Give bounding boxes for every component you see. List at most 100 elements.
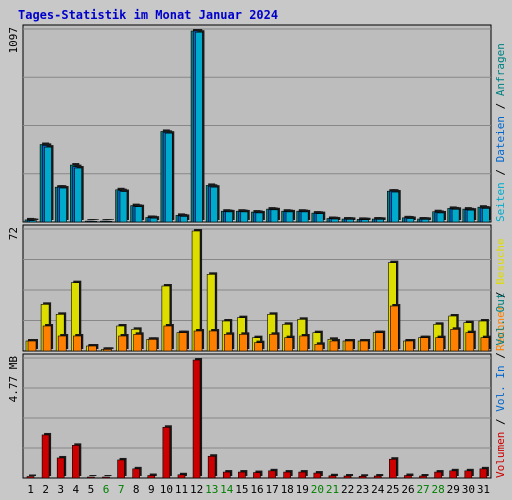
visits-bar-rechner-day-23	[359, 340, 369, 352]
requests-bar-seiten-day-21-shadow	[333, 217, 341, 220]
volume-bar-day-21-shadow	[330, 473, 338, 476]
visits-bar-rechner-day-21	[329, 340, 339, 352]
requests-bar-seiten-day-24	[376, 219, 384, 223]
requests-bar-seiten-day-8	[134, 206, 143, 223]
x-label-day-6: 6	[103, 483, 110, 496]
visits-bar-rechner-day-12	[193, 330, 203, 352]
visits-bar-rechner-day-27	[420, 337, 429, 352]
volume-ymax-label: 4.77 MB	[7, 356, 20, 403]
x-label-day-22: 22	[341, 483, 354, 496]
volume-bar-day-29	[449, 470, 458, 479]
volume-bar-day-10	[162, 426, 171, 479]
requests-ymax-label: 1097	[7, 27, 20, 54]
requests-bar-seiten-day-28	[436, 212, 445, 223]
requests-bar-seiten-day-17	[270, 209, 279, 223]
volume-bar-day-13	[207, 455, 216, 479]
volume-bar-day-25	[389, 458, 397, 479]
requests-bar-seiten-day-1	[29, 220, 37, 223]
visits-bar-rechner-day-11	[178, 332, 188, 352]
volume-bar-day-1	[26, 476, 35, 479]
visits-ymax-label: 72	[7, 227, 20, 240]
volume-bar-day-24-shadow	[376, 474, 384, 476]
visits-bar-rechner-day-7	[118, 335, 127, 352]
volume-bar-day-27	[419, 475, 427, 479]
visits-bar-rechner-day-31	[480, 337, 490, 352]
x-label-day-3: 3	[57, 483, 64, 496]
requests-bar-seiten-day-11	[180, 216, 188, 223]
requests-bar-seiten-day-1-shadow	[31, 218, 39, 220]
volume-bar-day-20	[313, 472, 322, 479]
x-axis-day-labels: 1 2 3 4 5 6 7 8 9 10 11 12 13 14 15 16 17 18 19 20 21 22 23 24 2…	[27, 483, 490, 496]
volume-bar-day-9-shadow	[149, 473, 157, 476]
volume-legend-vol-out: Vol. Out	[494, 293, 507, 346]
requests-bar-seiten-day-22	[346, 219, 354, 223]
volume-bar-day-26	[404, 475, 412, 479]
visits-bar-rechner-day-10	[163, 325, 173, 352]
requests-bar-seiten-day-27	[421, 219, 430, 223]
x-label-day-18: 18	[281, 483, 294, 496]
volume-bar-day-7	[117, 459, 125, 479]
volume-bar-day-28	[434, 471, 442, 479]
x-label-day-16: 16	[250, 483, 263, 496]
x-label-day-19: 19	[296, 483, 309, 496]
requests-legend-dateien: Dateien	[494, 116, 507, 162]
visits-bar-rechner-day-26	[405, 340, 414, 352]
volume-legend-vol-in: Vol. In	[494, 365, 507, 411]
volume-legend-separator: /	[494, 346, 507, 366]
volume-bar-day-27-shadow	[421, 474, 429, 476]
x-label-day-25: 25	[386, 483, 399, 496]
visits-bar-rechner-day-13	[208, 330, 218, 352]
requests-bar-seiten-day-14	[225, 211, 233, 223]
requests-bar-seiten-day-16	[255, 212, 264, 223]
visits-bar-rechner-day-29	[450, 329, 460, 352]
x-label-day-24: 24	[371, 483, 385, 496]
requests-legend-seiten: Seiten	[494, 182, 507, 222]
x-label-day-9: 9	[148, 483, 155, 496]
visits-bar-rechner-day-5	[88, 345, 97, 352]
visits-bar-rechner-day-16	[254, 342, 263, 352]
requests-bar-seiten-day-12	[195, 31, 203, 223]
requests-bar-seiten-day-4	[74, 167, 82, 223]
x-label-day-10: 10	[160, 483, 173, 496]
visits-bar-rechner-day-30	[465, 332, 475, 352]
requests-bar-seiten-day-19	[300, 211, 309, 223]
requests-bar-seiten-day-31	[482, 208, 490, 223]
x-label-day-4: 4	[73, 483, 80, 496]
volume-bar-day-31	[479, 468, 488, 479]
x-label-day-23: 23	[356, 483, 369, 496]
volume-bar-day-1-shadow	[29, 474, 36, 476]
volume-plot-area	[22, 353, 492, 479]
legends: Seiten / Dateien / Anfragen Rechner / Bes…	[494, 43, 507, 478]
visits-bar-rechner-day-8	[133, 334, 142, 352]
requests-bar-seiten-day-7	[119, 191, 128, 223]
volume-legend-separator: /	[494, 412, 507, 432]
volume-bar-day-11	[177, 474, 186, 479]
x-label-day-30: 30	[462, 483, 475, 496]
x-label-day-27: 27	[416, 483, 429, 496]
requests-bar-seiten-day-23-shadow	[363, 217, 371, 220]
x-label-day-20: 20	[311, 483, 324, 496]
x-label-day-21: 21	[326, 483, 339, 496]
volume-bar-day-23	[358, 475, 367, 479]
x-label-day-28: 28	[432, 483, 445, 496]
visits-bar-rechner-day-9	[148, 339, 158, 352]
visits-bar-rechner-day-24	[374, 332, 384, 352]
volume-bar-day-8	[132, 468, 140, 479]
requests-legend-separator: /	[494, 96, 507, 116]
volume-bar-day-21	[328, 475, 337, 479]
volume-bar-day-17	[268, 470, 276, 479]
visits-bar-rechner-day-1	[27, 340, 37, 352]
requests-bar-seiten-day-22-shadow	[348, 217, 356, 220]
x-label-day-11: 11	[175, 483, 188, 496]
requests-bar-seiten-day-20	[315, 213, 324, 223]
requests-bar-seiten-day-13	[210, 186, 218, 223]
visits-legend-rechner: Rechner	[494, 304, 507, 351]
volume-bar-day-16	[253, 472, 261, 479]
visits-plot-area	[22, 224, 492, 352]
requests-bar-seiten-day-6-shadow	[106, 219, 114, 220]
x-label-day-14: 14	[220, 483, 234, 496]
visits-bar-rechner-day-28	[435, 337, 444, 352]
volume-bar-day-6	[102, 476, 110, 479]
x-label-day-26: 26	[401, 483, 414, 496]
